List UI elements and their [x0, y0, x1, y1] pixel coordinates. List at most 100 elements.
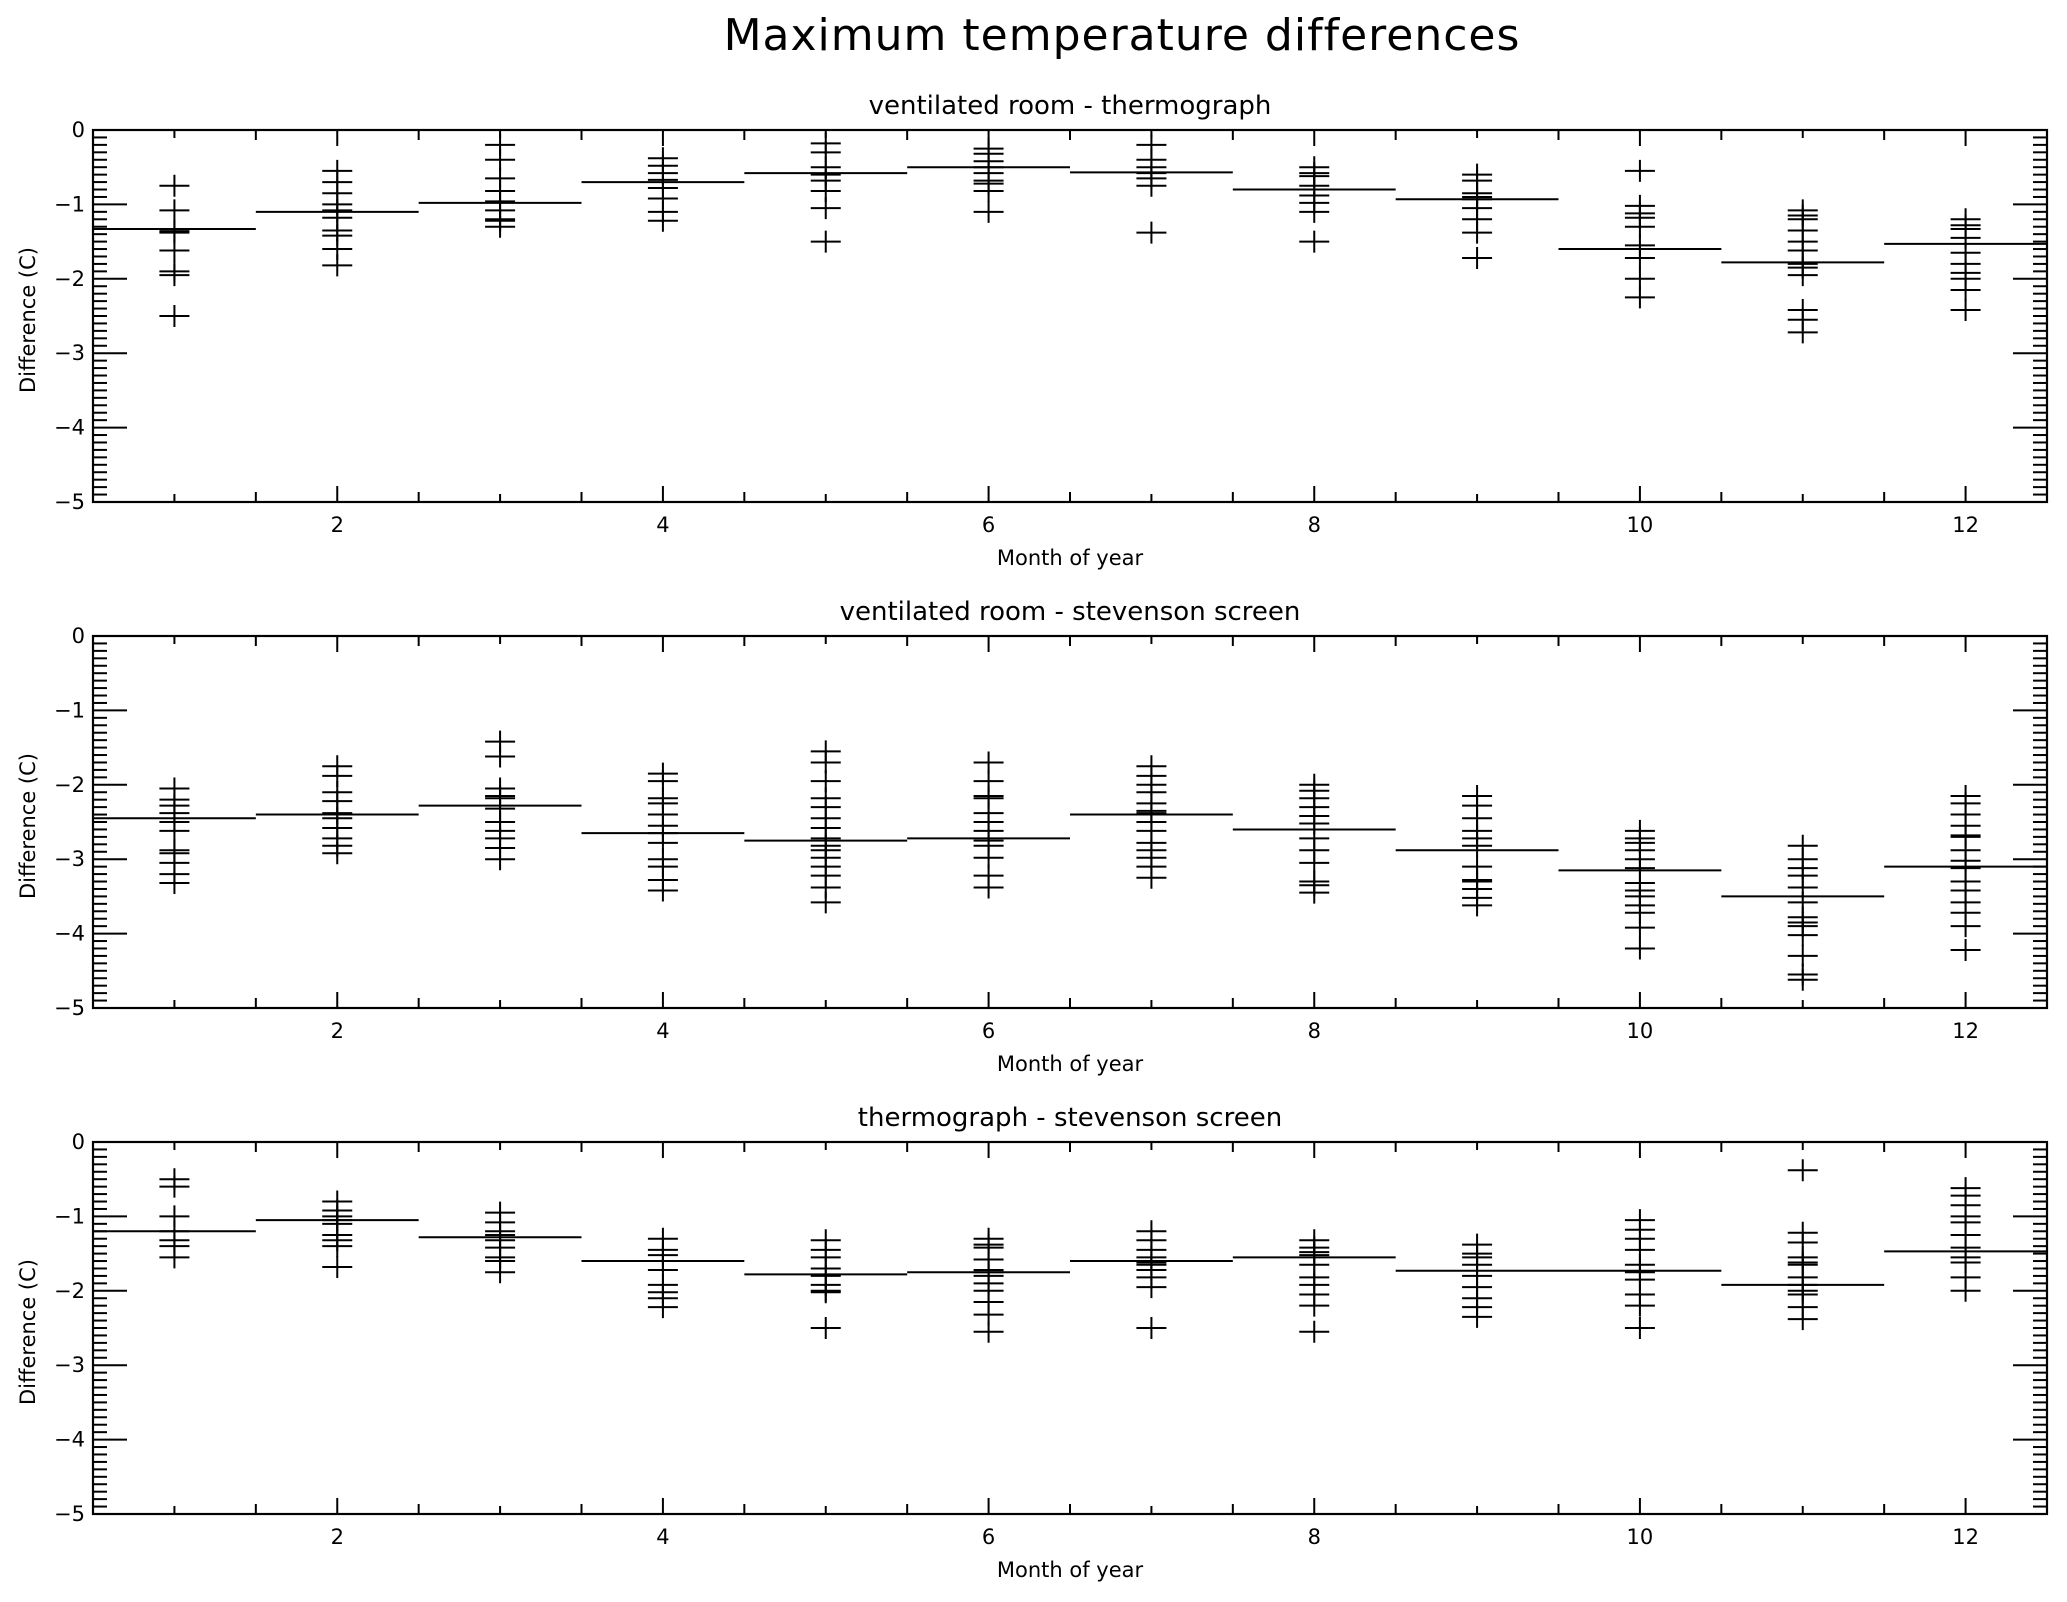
data-point [973, 200, 1004, 223]
panel-3: thermograph - stevenson screen Month of … [16, 1103, 2049, 1582]
x-tick-label: 10 [1627, 513, 1654, 537]
y-tick-label: −2 [54, 773, 85, 797]
data-point [1299, 851, 1330, 874]
data-point [973, 1320, 1004, 1343]
panel-title: ventilated room - thermograph [869, 91, 1272, 121]
data-point [485, 215, 516, 238]
x-tick-label: 8 [1308, 1525, 1321, 1549]
data-point [485, 745, 516, 768]
x-tick-label: 6 [982, 1525, 995, 1549]
x-tick-label: 8 [1308, 1019, 1321, 1043]
data-point [647, 209, 678, 232]
y-tick-label: −1 [54, 698, 85, 722]
plot-frame [91, 128, 2049, 504]
y-tick-label: −3 [54, 341, 85, 365]
x-tick-label: 12 [1952, 1019, 1979, 1043]
data-point [1624, 916, 1655, 939]
data-point [159, 872, 190, 895]
y-tick-label: −4 [54, 416, 85, 440]
data-point [159, 819, 190, 842]
data-point [1950, 299, 1981, 322]
figure-title: Maximum temperature differences [724, 10, 1521, 61]
data-point [159, 199, 190, 222]
data-point [973, 180, 1004, 203]
x-tick-label: 4 [656, 513, 669, 537]
y-tick-label: −2 [54, 1279, 85, 1303]
x-axis-label: Month of year [997, 1558, 1144, 1582]
y-tick-label: 0 [72, 118, 85, 142]
y-tick-label: −1 [54, 192, 85, 216]
y-tick-label: −2 [54, 267, 85, 291]
data-point [485, 148, 516, 171]
y-axis-label: Difference (C) [16, 1259, 40, 1405]
y-tick-label: −3 [54, 847, 85, 871]
x-tick-label: 6 [982, 1019, 995, 1043]
y-tick-label: −4 [54, 1428, 85, 1452]
data-point [810, 1281, 841, 1304]
data-point [1787, 321, 1818, 344]
data-point [1136, 221, 1167, 244]
data-point [1950, 1279, 1981, 1302]
y-tick-label: −5 [54, 1502, 85, 1526]
data-point [1787, 1308, 1818, 1331]
data-point [973, 876, 1004, 899]
plot-area: 0 −1 −2 −3 −4 −5 2 4 6 8 10 12 [54, 624, 2049, 1043]
data-point [159, 264, 190, 287]
data-point [647, 1296, 678, 1319]
data-point [1462, 221, 1493, 244]
data-point [1136, 1317, 1167, 1339]
x-tick-label: 10 [1627, 1019, 1654, 1043]
panel-title: ventilated room - stevenson screen [840, 597, 1301, 627]
plot-area: 0 −1 −2 −3 −4 −5 2 4 6 8 10 12 [54, 1130, 2049, 1549]
x-tick-label: 6 [982, 513, 995, 537]
x-tick-label: 2 [331, 1019, 344, 1043]
data-point [1624, 267, 1655, 290]
data-point [1624, 215, 1655, 238]
x-tick-label: 4 [656, 1525, 669, 1549]
data-point [647, 879, 678, 902]
panel-1: ventilated room - thermograph Month of y… [16, 91, 2049, 570]
data-point [1299, 230, 1330, 253]
x-tick-label: 2 [331, 1525, 344, 1549]
y-tick-label: 0 [72, 1130, 85, 1154]
x-axis-label: Month of year [997, 546, 1144, 570]
data-point [973, 751, 1004, 774]
data-point [1787, 264, 1818, 287]
data-point [159, 174, 190, 197]
y-tick-label: −3 [54, 1353, 85, 1377]
x-tick-label: 2 [331, 513, 344, 537]
y-tick-label: −4 [54, 922, 85, 946]
data-point [1950, 278, 1981, 301]
data-point [1624, 246, 1655, 269]
data-point [322, 1255, 353, 1278]
data-point [1136, 174, 1167, 197]
panel-title: thermograph - stevenson screen [858, 1103, 1282, 1133]
data-point [810, 230, 841, 253]
data-point [1950, 915, 1981, 938]
data-point [1136, 1276, 1167, 1299]
data-point [322, 254, 353, 277]
data-point [1624, 1317, 1655, 1339]
data-point [1787, 968, 1818, 991]
y-tick-label: −5 [54, 996, 85, 1020]
data-point [1787, 944, 1818, 967]
plot-frame [91, 634, 2049, 1010]
data-point [1462, 1305, 1493, 1328]
y-tick-label: 0 [72, 624, 85, 648]
plot-area: 0 −1 −2 −3 −4 −5 2 4 6 8 10 12 [54, 118, 2049, 537]
data-point [159, 305, 190, 327]
y-axis-label: Difference (C) [16, 753, 40, 899]
panel-2: ventilated room - stevenson screen Month… [16, 597, 2049, 1076]
data-point [159, 1175, 190, 1198]
data-point [810, 891, 841, 914]
data-point [1299, 1320, 1330, 1343]
data-point [1787, 924, 1818, 947]
y-tick-label: −1 [54, 1204, 85, 1228]
plot-frame [91, 1140, 2049, 1516]
y-axis-label: Difference (C) [16, 247, 40, 393]
data-point [485, 848, 516, 871]
data-point [810, 197, 841, 220]
data-point [1136, 866, 1167, 889]
data-point [485, 1261, 516, 1284]
